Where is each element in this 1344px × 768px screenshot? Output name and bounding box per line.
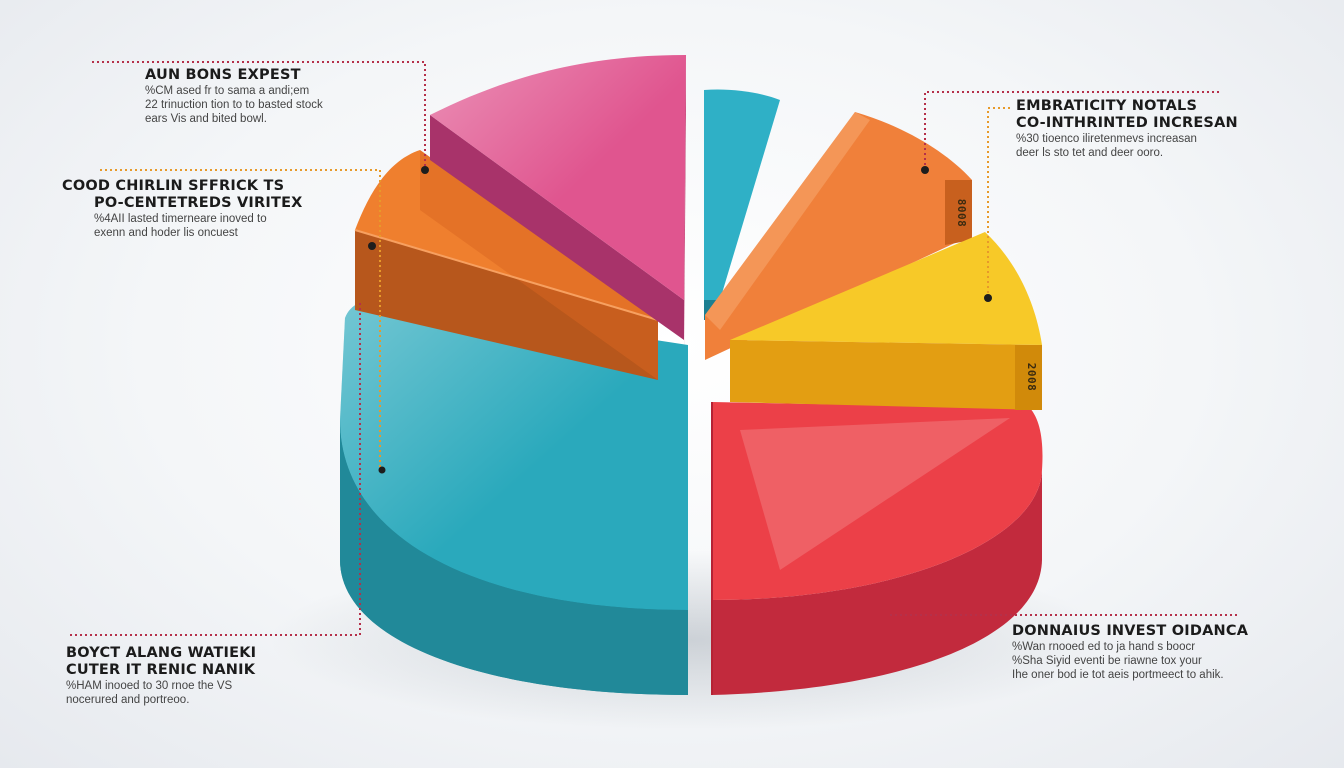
callout-line: %4AII lasted timerneare inoved to xyxy=(94,213,267,225)
callout-line: %CM ased fr to sama a andi;em xyxy=(145,85,310,97)
callout-title: BOYCT ALANG WATIEKI xyxy=(66,645,257,661)
callout-title: CO-INTHRINTED INCRESAN xyxy=(1016,115,1238,131)
callout-title: COOD CHIRLIN SFFRICK TS xyxy=(62,178,285,194)
callout-line: %30 tioenco iliretenmevs increasan xyxy=(1016,133,1197,145)
callout-line: %HAM inooed to 30 rnoe the VS xyxy=(66,680,233,692)
callout-line: ears Vis and bited bowl. xyxy=(145,113,267,125)
callout-title: DONNAIUS INVEST OIDANCA xyxy=(1012,623,1249,639)
callout-title: EMBRATICITY NOTALS xyxy=(1016,98,1198,114)
callout-line: deer ls sto tet and deer ooro. xyxy=(1016,147,1164,159)
callout-bottom-left: BOYCT ALANG WATIEKI CUTER IT RENIC NANIK… xyxy=(66,645,256,707)
pie-slice-orange-right xyxy=(705,112,972,360)
callout-title: CUTER IT RENIC NANIK xyxy=(66,662,256,678)
pie-slice-yellow xyxy=(730,232,1042,410)
callout-top-left: AUN BONS EXPEST %CM ased fr to sama a an… xyxy=(145,67,323,126)
callout-title: AUN BONS EXPEST xyxy=(145,67,301,83)
pie-slice-pink xyxy=(430,55,686,350)
pie-slice-orange-left xyxy=(354,150,659,380)
callout-title: PO-CENTETREDS VIRITEX xyxy=(94,195,303,211)
slice-side-label-orange: 8008 xyxy=(955,199,968,228)
callout-top-right: EMBRATICITY NOTALS CO-INTHRINTED INCRESA… xyxy=(1016,98,1238,160)
callout-line: 22 trinuction tion to to basted stock xyxy=(145,99,323,111)
pie-slice-red xyxy=(711,402,1043,695)
callout-line: nocerured and portreoo. xyxy=(66,694,190,706)
callout-line: %Sha Siyid eventi be riawne tox your xyxy=(1012,655,1202,667)
pie-slice-teal xyxy=(340,299,688,695)
callout-mid-left: COOD CHIRLIN SFFRICK TS PO-CENTETREDS VI… xyxy=(62,178,303,240)
slice-side-label-yellow: 2008 xyxy=(1025,363,1038,392)
leader-dots xyxy=(368,166,992,474)
callout-bottom-right: DONNAIUS INVEST OIDANCA %Wan rnooed ed t… xyxy=(1012,623,1248,682)
callout-line: Ihe oner bod ie tot aeis portmeect to ah… xyxy=(1012,669,1224,681)
leader-lines xyxy=(70,61,1240,636)
callout-line: %Wan rnooed ed to ja hand s boocr xyxy=(1012,641,1196,653)
callout-line: exenn and hoder lis oncuest xyxy=(94,227,238,239)
